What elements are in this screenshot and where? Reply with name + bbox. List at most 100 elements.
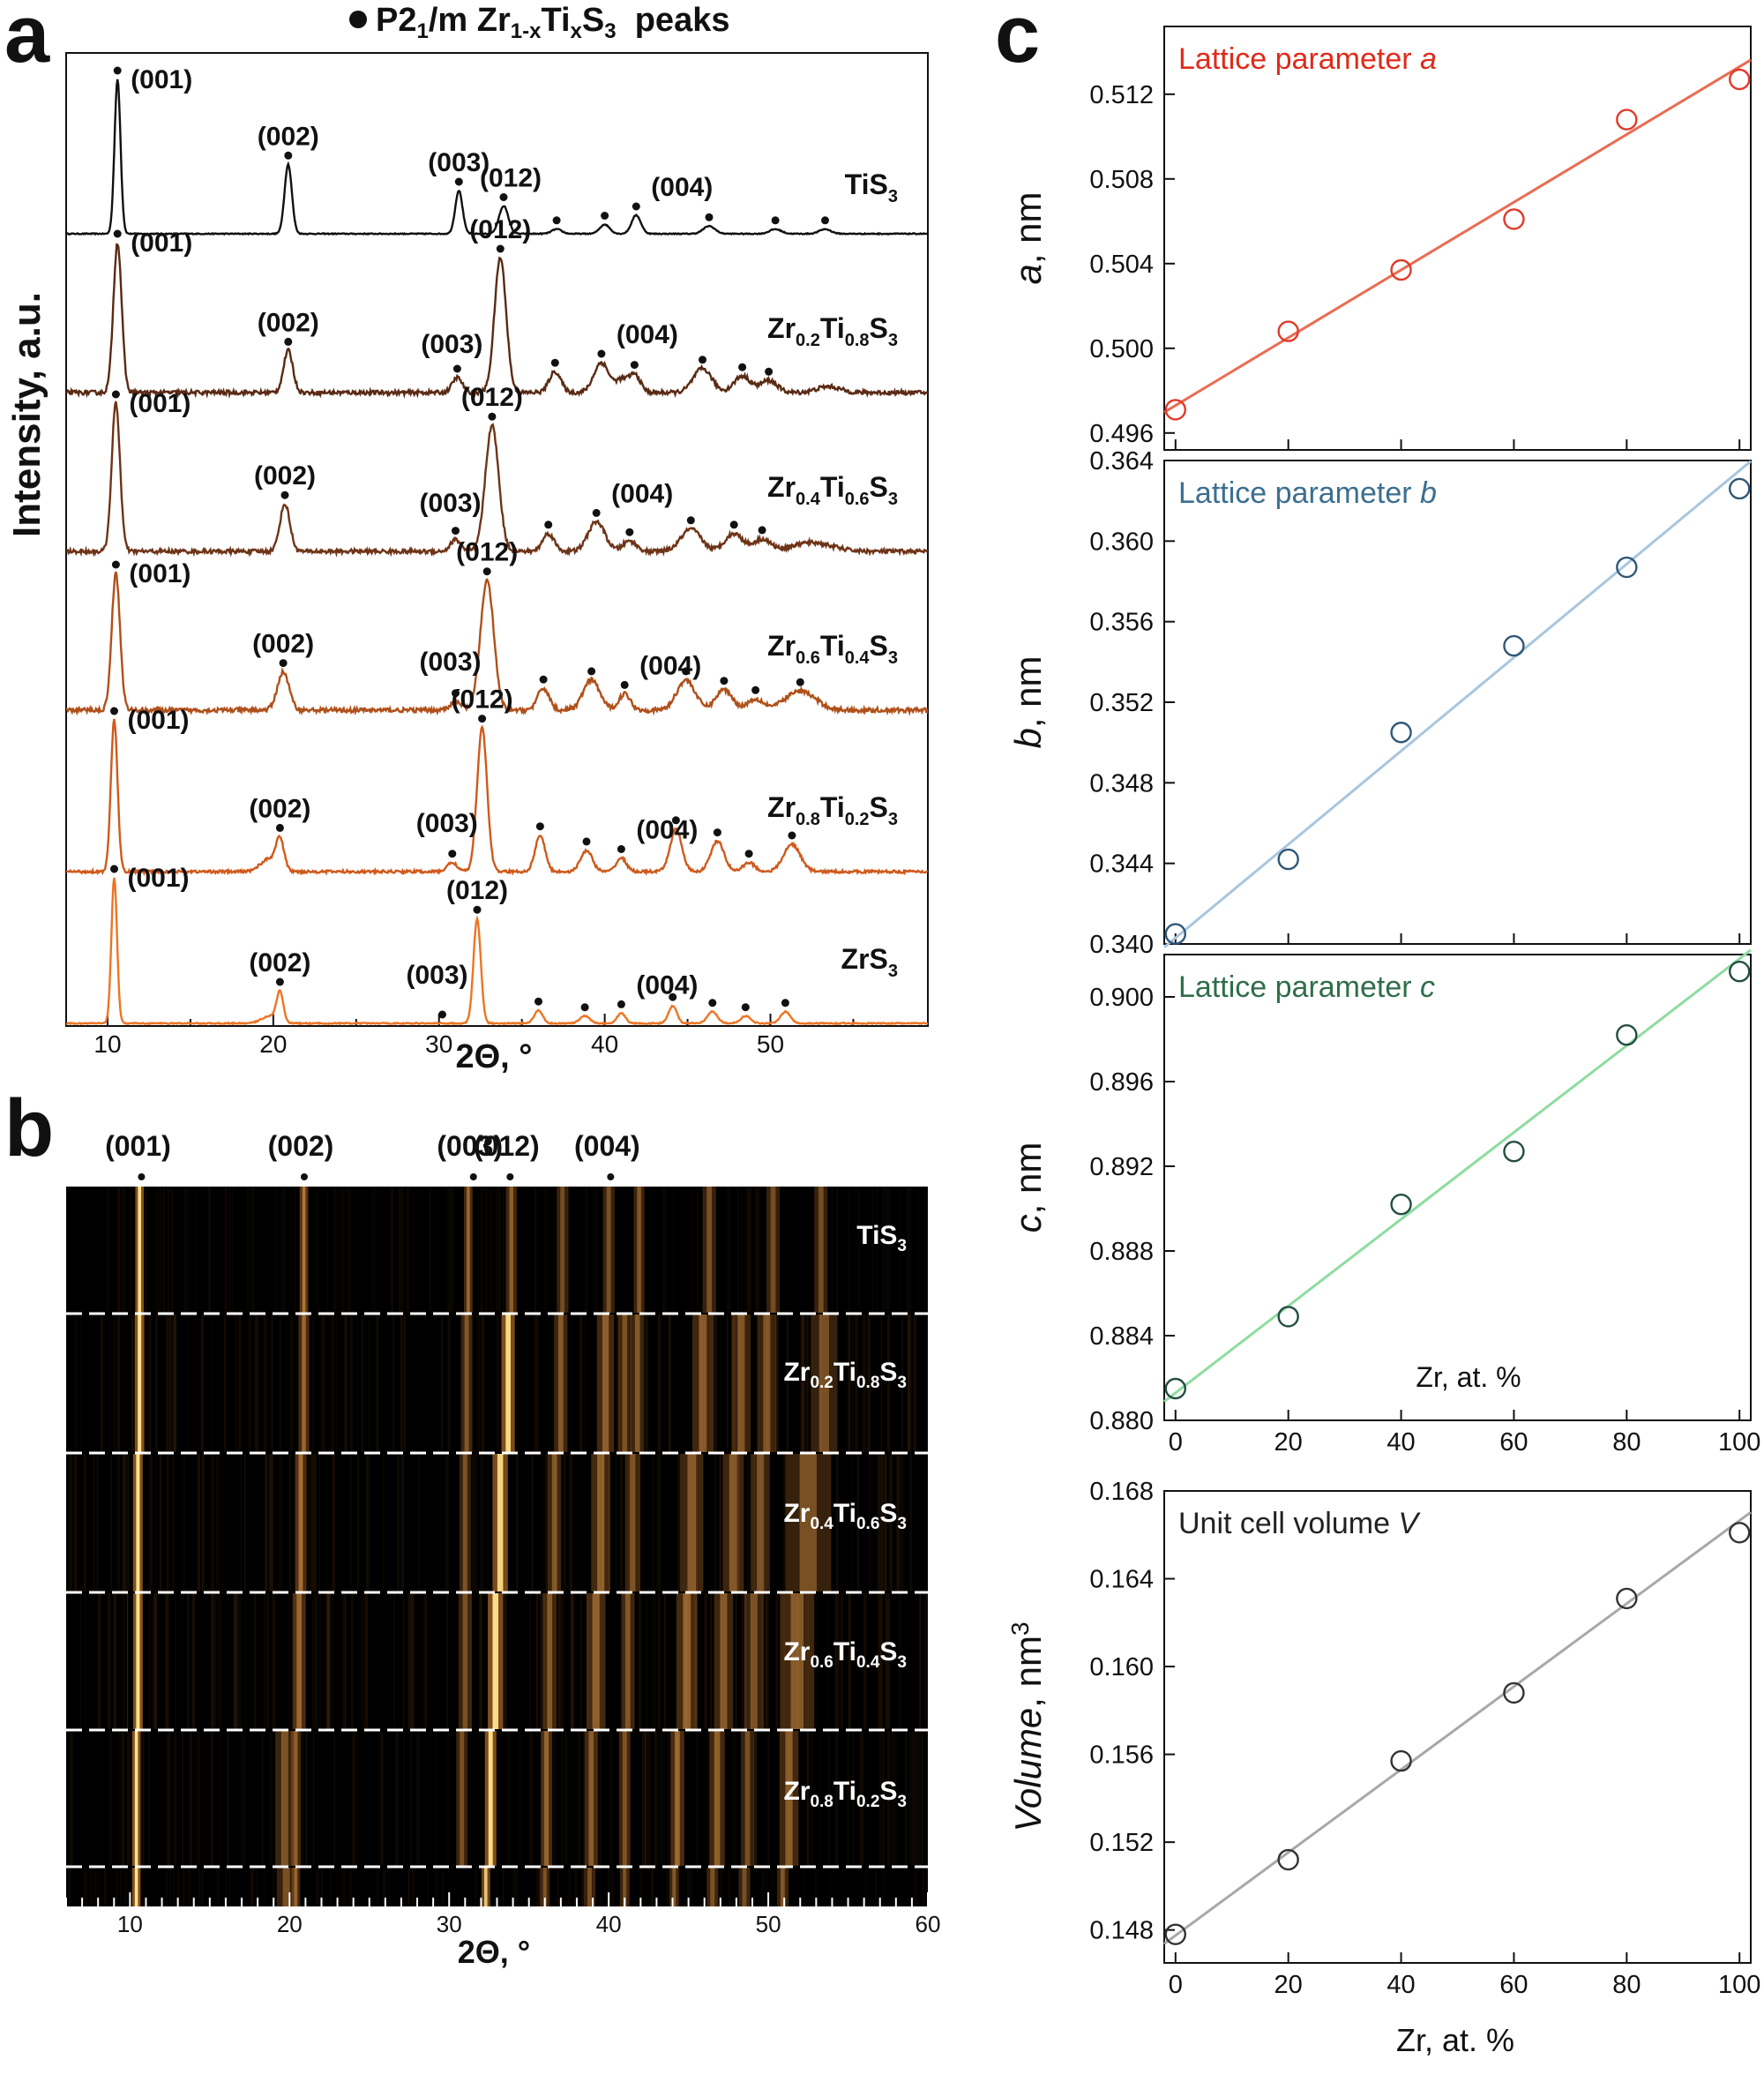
heatmap-noise: [667, 1731, 671, 1866]
heatmap-band: [770, 1187, 776, 1313]
heatmap-noise: [584, 1187, 588, 1313]
heatmap-noise: [655, 1731, 659, 1866]
heatmap-noise: [114, 1593, 116, 1729]
heatmap-noise: [269, 1454, 273, 1591]
heatmap-noise: [69, 1454, 72, 1591]
x-tick-label: 30: [437, 1911, 462, 1937]
y-tick-label: 0.896: [1089, 1068, 1154, 1097]
peak-marker: [781, 999, 789, 1007]
heatmap-noise: [250, 1868, 253, 1906]
heatmap-noise: [608, 1454, 610, 1591]
heatmap-noise: [122, 1454, 125, 1591]
heatmap-noise: [407, 1868, 410, 1906]
heatmap-band: [742, 1868, 747, 1906]
data-point: [1729, 1522, 1751, 1544]
data-point: [1616, 1023, 1638, 1046]
heatmap-noise: [767, 1731, 770, 1866]
heatmap-noise: [714, 1731, 717, 1866]
heatmap-noise: [564, 1731, 568, 1866]
heatmap-noise: [332, 1314, 334, 1452]
y-tick-label: 0.500: [1089, 335, 1154, 363]
heatmap-row-label-Zr0.8Ti0.2S3: Zr0.8Ti0.2S3: [783, 1777, 907, 1811]
heatmap-noise: [108, 1314, 110, 1452]
heatmap-noise: [830, 1454, 833, 1591]
heatmap-noise: [552, 1314, 555, 1452]
x-tick-label: 100: [1718, 1971, 1760, 1999]
heatmap-noise: [886, 1314, 888, 1452]
heatmap-noise: [594, 1187, 597, 1313]
heatmap-noise: [669, 1314, 671, 1452]
heatmap-noise: [160, 1454, 162, 1591]
heatmap-noise: [542, 1731, 546, 1866]
heatmap-noise: [198, 1868, 201, 1906]
heatmap-noise: [834, 1593, 838, 1729]
peak-marker: [275, 977, 284, 986]
data-point: [1616, 1587, 1638, 1610]
heatmap-noise: [563, 1593, 565, 1729]
heatmap-noise: [400, 1187, 403, 1313]
heatmap-noise: [848, 1314, 850, 1452]
heatmap-noise: [116, 1187, 121, 1313]
heatmap-noise: [742, 1593, 744, 1729]
heatmap-noise: [927, 1314, 928, 1452]
heatmap-band-glow: [458, 1593, 472, 1729]
y-tick-label: 0.496: [1089, 420, 1154, 448]
hkl-label: (002): [254, 461, 316, 491]
hkl-label: (012): [446, 876, 508, 905]
heatmap-noise: [153, 1593, 156, 1729]
panel-label-c: c: [995, 0, 1040, 79]
heatmap-band: [630, 1454, 636, 1591]
peak-marker: [280, 491, 289, 499]
series-label-Zr0.6Ti0.4S3: Zr0.6Ti0.4S3: [767, 630, 898, 668]
data-point: [1277, 320, 1299, 342]
heatmap-noise: [244, 1454, 247, 1591]
heatmap-noise: [756, 1187, 759, 1313]
hkl-label: (003): [419, 489, 481, 518]
heatmap-noise: [344, 1314, 347, 1452]
heatmap-band-glow: [780, 1593, 815, 1729]
heatmap-noise: [696, 1187, 699, 1313]
series-label-Zr0.4Ti0.6S3: Zr0.4Ti0.6S3: [767, 471, 898, 509]
heatmap-band-glow: [542, 1593, 557, 1729]
hkl-label: (002): [252, 630, 314, 659]
heatmap-band: [706, 1187, 712, 1313]
heatmap-noise: [333, 1187, 336, 1313]
heatmap-band-glow: [706, 1868, 719, 1906]
heatmap-noise: [265, 1454, 268, 1591]
heatmap-noise: [147, 1731, 150, 1866]
heatmap-noise: [167, 1731, 168, 1866]
heatmap-noise: [499, 1731, 502, 1866]
peak-marker: [279, 659, 288, 668]
heatmap-noise: [446, 1187, 449, 1313]
heatmap-noise: [327, 1593, 332, 1729]
heatmap-noise: [307, 1454, 310, 1591]
panel-c-plots: 0.496 0.500 0.504 0.508 0.512 Lattice paramet…: [1006, 26, 1760, 2058]
heatmap-band-glow: [459, 1454, 471, 1591]
heatmap-noise: [799, 1454, 801, 1591]
heatmap-noise: [609, 1187, 611, 1313]
heatmap-noise: [423, 1593, 427, 1729]
peak-marker: [539, 675, 548, 684]
heatmap-noise: [216, 1454, 220, 1591]
heatmap-noise: [192, 1593, 195, 1729]
peak-marker: [632, 202, 640, 211]
heatmap-band: [714, 1731, 721, 1866]
heatmap-noise: [888, 1454, 893, 1591]
peak-marker: [765, 367, 774, 376]
heatmap-noise: [172, 1314, 176, 1452]
heatmap-noise: [391, 1187, 393, 1313]
panel-a-frame: [65, 52, 929, 1027]
peak-marker: [669, 992, 677, 1001]
x-tick-label: 80: [1612, 1971, 1641, 1999]
heatmap-noise: [213, 1593, 217, 1729]
heatmap-noise: [117, 1454, 120, 1591]
heatmap-noise: [471, 1187, 473, 1313]
legend-text: P21/m Zr1-xTixS3 peaks: [376, 2, 729, 43]
heatmap-noise: [98, 1593, 101, 1729]
heatmap-noise: [195, 1187, 197, 1313]
heatmap-noise: [922, 1731, 923, 1866]
peak-marker: [738, 363, 747, 371]
heatmap-band-glow: [702, 1187, 716, 1313]
heatmap-noise: [447, 1314, 451, 1452]
heatmap-noise: [310, 1454, 313, 1591]
